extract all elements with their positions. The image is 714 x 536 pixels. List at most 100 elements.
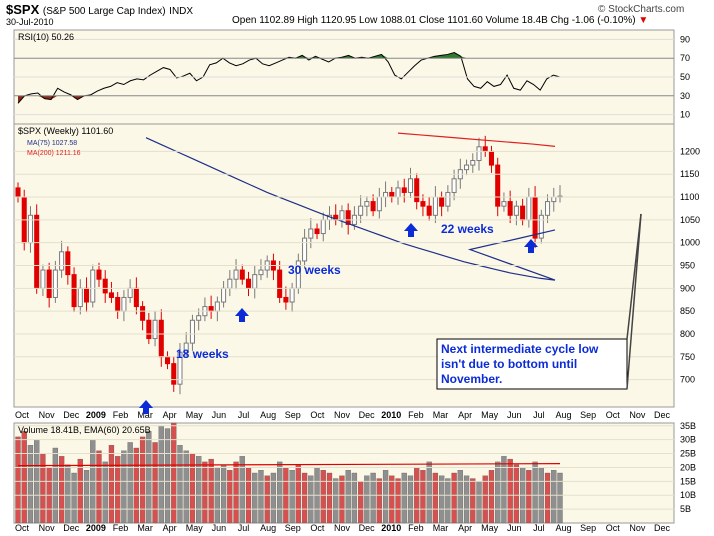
symbol: $SPX bbox=[6, 2, 40, 17]
volume-bar bbox=[451, 472, 457, 524]
price-tick-label: 1200 bbox=[680, 146, 700, 156]
volume-bar bbox=[501, 456, 507, 524]
candle-body bbox=[208, 306, 214, 312]
candle-body bbox=[364, 201, 370, 207]
volume-bar bbox=[407, 475, 414, 524]
volume-bar bbox=[164, 428, 171, 524]
rsi-tick-label: 30 bbox=[680, 91, 690, 101]
volume-bar bbox=[476, 481, 482, 524]
x-tick-label: Apr bbox=[163, 410, 177, 420]
price-tick-label: 850 bbox=[680, 306, 695, 316]
up-arrow-icon bbox=[404, 223, 418, 237]
x-tick-label: Dec bbox=[359, 410, 376, 420]
label-22-weeks: 22 weeks bbox=[441, 222, 494, 236]
x-tick-label-bottom: Oct bbox=[310, 523, 325, 533]
label-18-weeks: 18 weeks bbox=[176, 347, 229, 361]
volume-bar bbox=[127, 442, 133, 524]
volume-tick-label: 10B bbox=[680, 490, 696, 500]
volume-bar bbox=[333, 478, 339, 524]
candle-body bbox=[407, 178, 414, 193]
candle-body bbox=[389, 191, 395, 198]
volume-bar bbox=[432, 472, 439, 524]
x-tick-label: May bbox=[186, 410, 204, 420]
candle-body bbox=[376, 196, 382, 212]
candle-body bbox=[445, 191, 451, 207]
candle-body bbox=[84, 287, 90, 303]
candle-body bbox=[71, 274, 77, 308]
volume-bar bbox=[513, 464, 520, 524]
candle-body bbox=[451, 178, 457, 193]
candle-body bbox=[289, 287, 295, 303]
volume-bar bbox=[320, 470, 326, 524]
exchange: INDX bbox=[169, 6, 194, 17]
volume-bar bbox=[102, 461, 108, 524]
price-tick-label: 800 bbox=[680, 329, 695, 339]
callout-text: November. bbox=[441, 372, 502, 386]
candle-body bbox=[532, 196, 538, 239]
x-tick-label-bottom: Jul bbox=[238, 523, 250, 533]
x-tick-label: Oct bbox=[606, 410, 621, 420]
volume-bar bbox=[526, 470, 532, 524]
candle-body bbox=[545, 201, 551, 216]
candle-body bbox=[46, 269, 52, 298]
ma75-line bbox=[145, 137, 556, 281]
x-tick-label-bottom: Mar bbox=[137, 523, 153, 533]
x-tick-label-bottom: 2009 bbox=[86, 523, 106, 533]
candle-body bbox=[501, 201, 507, 207]
volume-bar bbox=[420, 470, 426, 524]
volume-bar bbox=[532, 461, 538, 524]
volume-bar bbox=[277, 461, 283, 524]
volume-bar bbox=[507, 458, 513, 524]
volume-bar bbox=[77, 458, 83, 524]
volume-tick-label: 30B bbox=[680, 435, 696, 445]
label-30-weeks: 30 weeks bbox=[288, 263, 341, 277]
x-tick-label: Oct bbox=[310, 410, 325, 420]
volume-bar bbox=[177, 445, 183, 524]
volume-tick-label: 20B bbox=[680, 462, 696, 472]
rsi-line bbox=[17, 52, 561, 104]
volume-bar bbox=[370, 472, 376, 524]
x-tick-label-bottom: Sep bbox=[285, 523, 301, 533]
volume-bar bbox=[488, 470, 495, 524]
candle-body bbox=[383, 191, 389, 198]
candle-body bbox=[121, 296, 127, 312]
candle-body bbox=[171, 363, 177, 385]
volume-bar bbox=[401, 472, 407, 524]
x-tick-label: Jun bbox=[212, 410, 227, 420]
x-tick-label: Dec bbox=[654, 410, 671, 420]
x-tick-label-bottom: Sep bbox=[580, 523, 596, 533]
ma75-legend: MA(75) 1027.58 bbox=[27, 140, 77, 147]
volume-bar bbox=[470, 478, 476, 524]
candle-body bbox=[96, 269, 102, 280]
candle-body bbox=[277, 269, 283, 298]
volume-bar bbox=[252, 472, 258, 524]
x-tick-label-bottom: Nov bbox=[629, 523, 646, 533]
price-series bbox=[15, 132, 563, 395]
price-tick-label: 1000 bbox=[680, 238, 700, 248]
volume-bar bbox=[146, 431, 152, 524]
up-arrow-icon bbox=[235, 308, 249, 322]
x-tick-label-bottom: May bbox=[186, 523, 204, 533]
volume-bar bbox=[139, 436, 146, 524]
volume-bar bbox=[202, 461, 208, 524]
volume-bar bbox=[52, 447, 59, 524]
rsi-tick-label: 90 bbox=[680, 34, 690, 44]
rsi-label: RSI(10) 50.26 bbox=[18, 32, 74, 42]
candle-body bbox=[283, 296, 289, 303]
volume-bar bbox=[83, 470, 90, 524]
price-tick-label: 1150 bbox=[680, 169, 699, 179]
volume-bar bbox=[233, 461, 239, 524]
x-tick-label-bottom: Jun bbox=[212, 523, 227, 533]
x-tick-label-bottom: Dec bbox=[63, 523, 80, 533]
candle-body bbox=[177, 351, 183, 385]
volume-bar bbox=[382, 470, 389, 524]
volume-bar bbox=[308, 475, 314, 524]
volume-bar bbox=[58, 456, 65, 524]
ohlc-readout: Open 1102.89 High 1120.95 Low 1088.01 Cl… bbox=[232, 15, 649, 26]
rsi-series bbox=[17, 52, 561, 104]
x-tick-label: Jun bbox=[507, 410, 522, 420]
volume-bar bbox=[426, 461, 432, 524]
candle-body bbox=[395, 187, 401, 198]
x-tick-label: Aug bbox=[556, 410, 572, 420]
